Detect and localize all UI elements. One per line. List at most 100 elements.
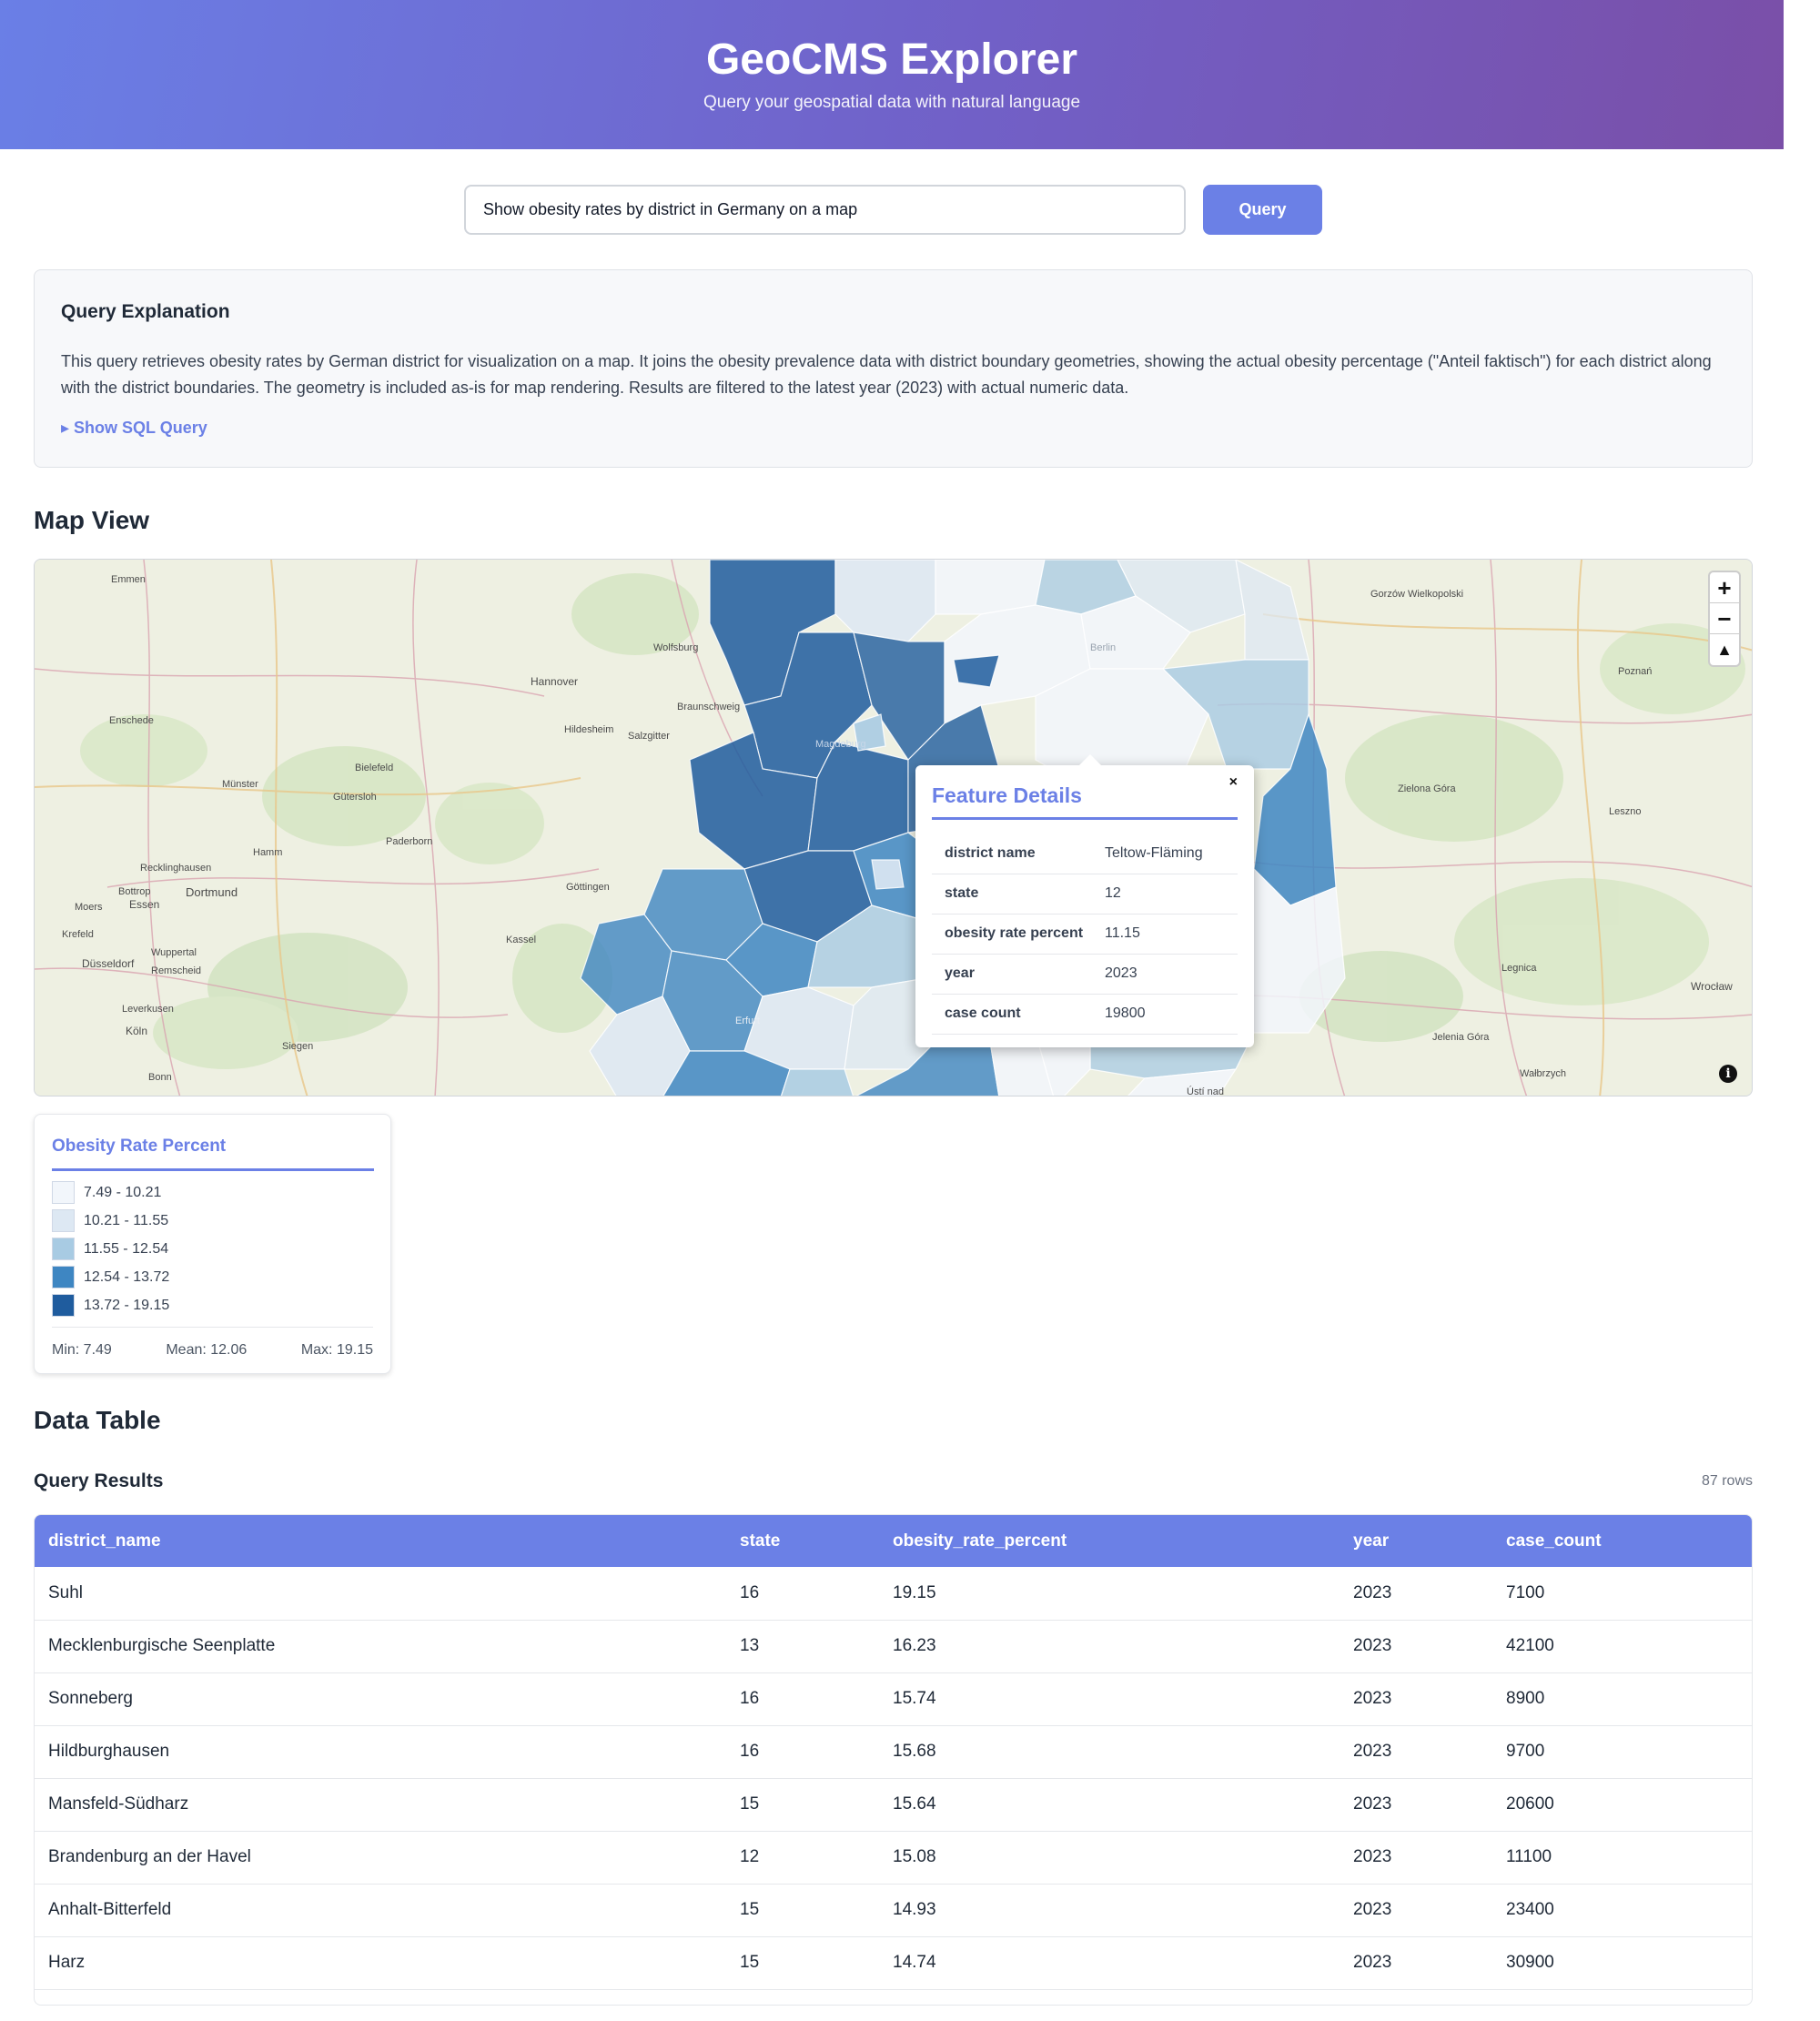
- map-label: Paderborn: [386, 836, 432, 847]
- zoom-in-button[interactable]: +: [1710, 572, 1739, 603]
- table-cell: 16: [726, 1672, 879, 1726]
- query-explanation-panel: Query Explanation This query retrieves o…: [34, 269, 1753, 468]
- map-label: Remscheid: [151, 965, 201, 976]
- map-label: Wrocław: [1691, 980, 1733, 993]
- table-row[interactable]: Mansfeld-Südharz 15 15.64 2023 20600: [35, 1778, 1752, 1832]
- attribution-info-icon[interactable]: i: [1719, 1065, 1737, 1083]
- popup-key: case count: [932, 994, 1105, 1035]
- table-cell: 16: [726, 1567, 879, 1621]
- table-cell: 2023: [1340, 1936, 1492, 1990]
- map-label: Jelenia Góra: [1432, 1032, 1490, 1043]
- table-cell: 20600: [1492, 1778, 1752, 1832]
- map-view[interactable]: Emmen Enschede Hannover Braunschweig Wol…: [34, 559, 1753, 1096]
- map-legend: Obesity Rate Percent 7.49 - 10.21 10.21 …: [34, 1114, 391, 1374]
- map-label: Essen: [129, 898, 159, 911]
- table-cell: Sonneberg: [35, 1672, 726, 1726]
- map-label: Ústí nad: [1187, 1086, 1224, 1096]
- table-cell: 2023: [1340, 1620, 1492, 1673]
- popup-row: district name Teltow-Fläming: [932, 834, 1238, 874]
- table-cell: 30900: [1492, 1936, 1752, 1990]
- table-row[interactable]: Suhl 16 19.15 2023 7100: [35, 1567, 1752, 1621]
- popup-close-button[interactable]: ×: [1228, 774, 1238, 790]
- zoom-out-button[interactable]: −: [1710, 603, 1739, 634]
- map-label: Magdeburg: [815, 739, 866, 750]
- table-cell: 2023: [1340, 1884, 1492, 1937]
- table-row[interactable]: Mecklenburgische Seenplatte 13 16.23 2023 42…: [35, 1620, 1752, 1673]
- table-cell: 16: [726, 1725, 879, 1779]
- show-sql-toggle[interactable]: ▸ Show SQL Query: [61, 419, 207, 437]
- map-label: Kassel: [506, 935, 536, 945]
- map-label: Bottrop: [118, 886, 150, 897]
- map-label: Hildesheim: [564, 724, 613, 735]
- legend-items: 7.49 - 10.21 10.21 - 11.55 11.55 - 12.54…: [52, 1178, 169, 1319]
- column-header[interactable]: district_name: [35, 1515, 726, 1567]
- column-header[interactable]: state: [726, 1515, 879, 1567]
- table-cell: Hildburghausen: [35, 1725, 726, 1779]
- table-cell: 19.15: [879, 1567, 1340, 1621]
- basemap-highways: [35, 560, 1752, 1096]
- district-region[interactable]: [781, 1068, 854, 1096]
- legend-item: 10.21 - 11.55: [52, 1207, 169, 1235]
- app-title: GeoCMS Explorer: [705, 35, 1078, 84]
- app-subtitle: Query your geospatial data with natural …: [703, 93, 1081, 112]
- map-label: Wuppertal: [151, 947, 197, 958]
- table-cell: 14.74: [879, 1936, 1340, 1990]
- table-cell: Mansfeld-Südharz: [35, 1778, 726, 1832]
- map-label: Göttingen: [566, 882, 610, 893]
- map-label: Leszno: [1609, 806, 1641, 817]
- table-row[interactable]: Brandenburg an der Havel 12 15.08 2023 11100: [35, 1831, 1752, 1885]
- district-region[interactable]: [1080, 595, 1191, 670]
- results-table[interactable]: district_name state obesity_rate_percent…: [34, 1514, 1753, 2006]
- district-region[interactable]: [871, 859, 905, 890]
- legend-title: Obesity Rate Percent: [52, 1137, 374, 1171]
- map-view-title: Map View: [34, 506, 150, 534]
- table-cell: Suhl: [35, 1567, 726, 1621]
- query-button[interactable]: Query: [1203, 185, 1322, 235]
- table-header-row: district_name state obesity_rate_percent…: [35, 1515, 1752, 1567]
- district-region[interactable]: [1127, 1068, 1238, 1096]
- map-label: Dortmund: [186, 885, 238, 899]
- table-row[interactable]: Anhalt-Bitterfeld 15 14.93 2023 23400: [35, 1884, 1752, 1937]
- popup-row: year 2023: [932, 954, 1238, 995]
- table-cell: Brandenburg an der Havel: [35, 1831, 726, 1885]
- table-cell: Mecklenburgische Seenplatte: [35, 1620, 726, 1673]
- map-label: Bonn: [148, 1072, 172, 1083]
- table-row[interactable]: Harz 15 14.74 2023 30900: [35, 1936, 1752, 1990]
- column-header[interactable]: case_count: [1492, 1515, 1752, 1567]
- district-region[interactable]: [953, 654, 1000, 688]
- popup-row: state 12: [932, 874, 1238, 915]
- basemap-forest-areas: [80, 573, 1745, 1069]
- table-cell: Harz: [35, 1936, 726, 1990]
- popup-key: district name: [932, 834, 1105, 874]
- popup-row: obesity rate percent 11.15: [932, 914, 1238, 955]
- district-region[interactable]: [834, 560, 936, 642]
- map-label: Recklinghausen: [140, 863, 211, 874]
- legend-swatch: [52, 1209, 75, 1232]
- query-results-title: Query Results: [34, 1470, 164, 1491]
- query-input[interactable]: Show obesity rates by district in German…: [464, 185, 1186, 235]
- map-label: Moers: [75, 902, 103, 913]
- popup-value: Teltow-Fläming: [1105, 834, 1238, 874]
- column-header[interactable]: year: [1340, 1515, 1492, 1567]
- district-region[interactable]: [1117, 560, 1246, 633]
- table-row[interactable]: Sonneberg 16 15.74 2023 8900: [35, 1672, 1752, 1726]
- reset-north-button[interactable]: ▲: [1716, 641, 1733, 659]
- popup-key: year: [932, 954, 1105, 995]
- map-label: Poznań: [1618, 666, 1652, 677]
- column-header[interactable]: obesity_rate_percent: [879, 1515, 1340, 1567]
- district-region[interactable]: [853, 713, 886, 752]
- table-cell: 2023: [1340, 1831, 1492, 1885]
- district-region[interactable]: [589, 995, 691, 1096]
- table-cell: 15: [726, 1884, 879, 1937]
- popup-title: Feature Details: [932, 783, 1238, 820]
- map-label: Düsseldorf: [82, 957, 135, 970]
- table-cell: 7100: [1492, 1567, 1752, 1621]
- table-row[interactable]: Hildburghausen 16 15.68 2023 9700: [35, 1725, 1752, 1779]
- map-label: Wałbrzych: [1520, 1068, 1566, 1079]
- map-label: Braunschweig: [677, 702, 740, 712]
- table-cell: 12: [726, 1831, 879, 1885]
- map-canvas[interactable]: Emmen Enschede Hannover Braunschweig Wol…: [35, 560, 1753, 1096]
- legend-item: 11.55 - 12.54: [52, 1235, 169, 1263]
- map-label: Gorzów Wielkopolski: [1370, 589, 1463, 600]
- popup-attributes-table: district name Teltow-Fläming state 12 obes…: [932, 834, 1238, 1035]
